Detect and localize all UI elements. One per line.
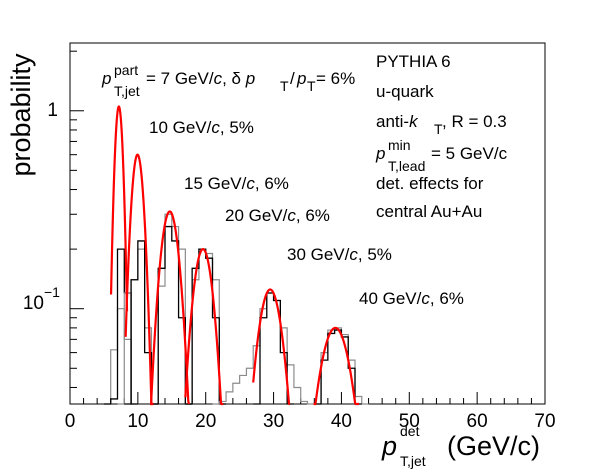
svg-text:T,lead: T,lead bbox=[388, 158, 425, 174]
svg-text:, R = 0.3: , R = 0.3 bbox=[442, 112, 507, 131]
histogram-smeared-7 bbox=[103, 308, 138, 405]
x-tick-label: 30 bbox=[263, 411, 284, 432]
histogram-7 bbox=[103, 248, 138, 405]
info-box: PYTHIA 6 u-quark anti-k T , R = 0.3 p mi… bbox=[375, 52, 508, 221]
svg-text:= 5 GeV/c: = 5 GeV/c bbox=[431, 144, 508, 163]
svg-text:T,jet: T,jet bbox=[114, 83, 140, 99]
y-tick-exponent: −1 bbox=[44, 284, 60, 300]
svg-text:T: T bbox=[280, 78, 289, 94]
x-tick-label: 40 bbox=[331, 411, 352, 432]
y-tick-label-0.1: 10 bbox=[23, 293, 44, 314]
svg-text:p: p bbox=[101, 69, 111, 88]
y-axis-label: probability bbox=[6, 53, 36, 177]
svg-text:p: p bbox=[296, 69, 306, 88]
svg-text:p: p bbox=[375, 144, 385, 163]
histograms bbox=[103, 213, 369, 405]
svg-text:det: det bbox=[400, 423, 420, 439]
y-tick-label-1: 1 bbox=[47, 100, 58, 121]
svg-text:= 6%: = 6% bbox=[316, 69, 355, 88]
svg-text:/: / bbox=[290, 69, 295, 88]
fit-curve-30 bbox=[252, 288, 291, 406]
curve-label-40: 40 GeV/c, 6% bbox=[359, 289, 464, 308]
x-tick-label: 0 bbox=[65, 411, 76, 432]
y-axis-ticks bbox=[70, 50, 84, 388]
gaussian-fits bbox=[109, 105, 360, 406]
fit-curve-20 bbox=[184, 247, 224, 406]
svg-text:part: part bbox=[114, 62, 138, 78]
lead-threshold-label: p min T,lead = 5 GeV/c bbox=[375, 137, 508, 174]
fit-curve-10 bbox=[124, 153, 154, 406]
curve-label-10: 10 GeV/c, 5% bbox=[149, 118, 254, 137]
histogram-30 bbox=[253, 292, 294, 405]
header-annotation: p part T,jet = 7 GeV/c, δ p T / p T = 6% bbox=[101, 62, 355, 99]
x-tick-label: 70 bbox=[534, 411, 555, 432]
svg-text:T,jet: T,jet bbox=[400, 453, 426, 469]
x-tick-label: 20 bbox=[195, 411, 216, 432]
x-tick-label: 60 bbox=[467, 411, 488, 432]
x-tick-label: 50 bbox=[399, 411, 420, 432]
svg-text:(GeV/c): (GeV/c) bbox=[447, 431, 540, 461]
fit-curve-7 bbox=[109, 105, 129, 312]
svg-text:T: T bbox=[434, 121, 443, 137]
svg-text:T: T bbox=[307, 78, 316, 94]
fit-curve-15 bbox=[149, 210, 190, 406]
algorithm-label: anti-k bbox=[376, 112, 419, 131]
x-tick-label: 10 bbox=[127, 411, 148, 432]
curve-label-15: 15 GeV/c, 6% bbox=[184, 174, 289, 193]
curve-label-30: 30 GeV/c, 5% bbox=[287, 245, 392, 264]
curve-labels: 10 GeV/c, 5% 15 GeV/c, 6% 20 GeV/c, 6% 3… bbox=[149, 118, 464, 308]
detector-label-2: central Au+Au bbox=[376, 202, 482, 221]
detector-label: det. effects for bbox=[376, 174, 484, 193]
x-axis-label: p det T,jet (GeV/c) bbox=[381, 423, 540, 469]
curve-label-20: 20 GeV/c, 6% bbox=[225, 206, 330, 225]
svg-text:= 7 GeV/c, δ p: = 7 GeV/c, δ p bbox=[146, 69, 255, 88]
generator-label: PYTHIA 6 bbox=[376, 52, 451, 71]
svg-text:min: min bbox=[388, 137, 411, 153]
fit-curve-40 bbox=[313, 326, 360, 406]
x-tick-labels: 0 10 20 30 40 50 60 70 bbox=[65, 411, 556, 432]
svg-text:p: p bbox=[381, 431, 397, 461]
parton-label: u-quark bbox=[376, 82, 434, 101]
